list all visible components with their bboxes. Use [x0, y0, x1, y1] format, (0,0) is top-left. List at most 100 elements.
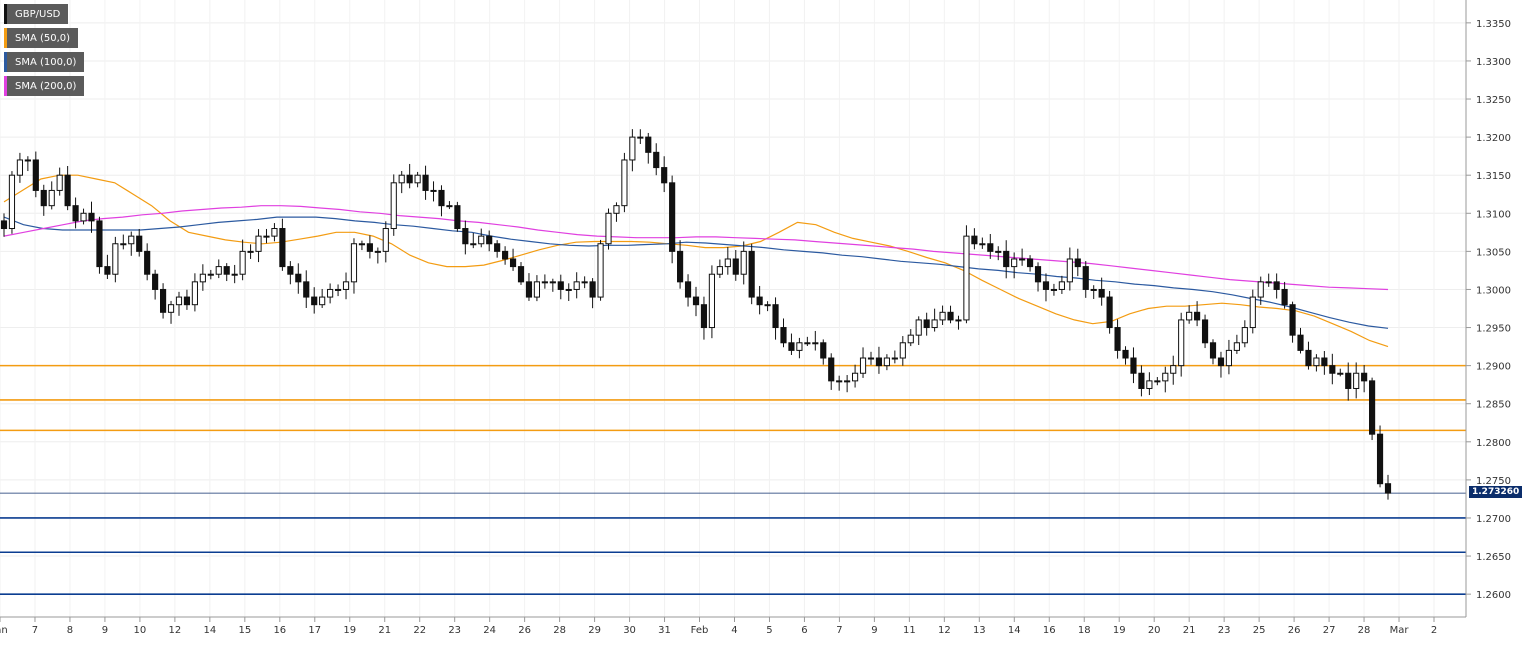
candle-body [502, 250, 509, 260]
candle-body [1130, 357, 1137, 374]
candle-body [311, 296, 318, 306]
y-tick-label: 1.3100 [1476, 209, 1511, 220]
y-tick-label: 1.2900 [1476, 362, 1511, 373]
legend-swatch [4, 76, 7, 96]
legend-item-sma-100[interactable]: SMA (100,0) [4, 52, 85, 72]
candle-body [1162, 372, 1169, 382]
x-tick-label: 15 [238, 625, 251, 636]
plot-background [0, 0, 1466, 617]
candle-body [533, 281, 541, 298]
legend-label: GBP/USD [15, 8, 61, 20]
candle-body [422, 174, 429, 191]
candle-body [867, 357, 875, 360]
x-tick-label: 9 [871, 625, 877, 636]
sma-line [3, 205, 1389, 291]
candle-body [1106, 296, 1113, 329]
candle-body [1074, 258, 1081, 268]
y-tick-label: 1.2800 [1476, 438, 1511, 449]
candle-body [1019, 258, 1026, 261]
candle-body [677, 250, 684, 283]
candle-body [430, 189, 437, 192]
candle-body [390, 182, 397, 230]
candle-body [128, 235, 135, 245]
legend-item-sma-50[interactable]: SMA (50,0) [4, 28, 79, 48]
candle-body [756, 296, 763, 306]
x-tick-label: 14 [203, 625, 216, 636]
y-tick-label: 1.3350 [1476, 19, 1511, 30]
candle-body [899, 342, 906, 359]
x-tick-label: 5 [766, 625, 772, 636]
y-tick-label: 1.2950 [1476, 324, 1511, 335]
candle-body [398, 174, 405, 184]
y-tick-label: 1.2700 [1476, 514, 1511, 525]
candle-body [470, 243, 477, 246]
x-tick-label: 9 [102, 625, 108, 636]
x-tick-label: 13 [973, 625, 986, 636]
candle-body [1329, 365, 1336, 374]
candle-body [1082, 266, 1089, 290]
y-tick-label: 1.2750 [1476, 476, 1511, 487]
candle-body [183, 296, 191, 306]
candle-body [557, 281, 564, 290]
candle-body [1313, 357, 1320, 367]
candle-body [358, 243, 366, 246]
candle-body [1361, 372, 1368, 382]
candle-body [804, 342, 811, 345]
x-tick-label: 31 [658, 625, 671, 636]
support-resistance-levels [0, 364, 1466, 595]
candle-body [915, 319, 922, 336]
candle-body [939, 311, 946, 321]
candle-body [255, 235, 262, 252]
candle-body [820, 342, 827, 359]
x-tick-label: Mar [1390, 625, 1410, 636]
candle-body [1297, 334, 1304, 351]
candle-body [446, 205, 453, 208]
candle-body [454, 205, 461, 230]
candle-body [883, 357, 890, 367]
candle-body [1066, 258, 1073, 283]
candle-body [279, 228, 286, 268]
candle-body [565, 288, 572, 291]
y-tick-label: 1.3200 [1476, 133, 1511, 144]
candle-body [812, 342, 819, 345]
x-tick-label: 26 [518, 625, 531, 636]
candle-body [56, 174, 63, 191]
x-tick-label: 23 [448, 625, 461, 636]
legend-item-sma-200[interactable]: SMA (200,0) [4, 76, 85, 96]
x-tick-label: 14 [1008, 625, 1021, 636]
candle-body [1217, 357, 1225, 367]
candle-body [859, 357, 867, 374]
x-tick-label: 16 [273, 625, 286, 636]
y-tick-label: 1.3150 [1476, 171, 1511, 182]
candle-body [342, 281, 350, 290]
candle-body [96, 220, 103, 268]
candle-body [303, 281, 310, 298]
candle-body [199, 273, 206, 283]
x-tick-label: 22 [413, 625, 426, 636]
candle-body [669, 182, 676, 252]
candle-body [796, 342, 803, 351]
candle-body [207, 273, 214, 276]
candle-body [366, 243, 373, 252]
candle-body [1369, 380, 1376, 435]
y-tick-label: 1.2650 [1476, 552, 1511, 563]
candle-body [494, 243, 501, 252]
x-tick-label: Feb [691, 625, 709, 636]
candle-body [1122, 349, 1129, 359]
candle-body [1376, 433, 1384, 485]
candle-body [1241, 327, 1248, 344]
candle-body [1042, 281, 1050, 290]
candle-body [541, 281, 548, 284]
candle-body [851, 372, 859, 382]
candle-body [844, 380, 851, 383]
candle-body [684, 281, 692, 298]
candle-body [295, 273, 302, 283]
candle-body [175, 296, 183, 306]
candles [0, 129, 1392, 500]
x-tick-label: 30 [623, 625, 636, 636]
candle-body [836, 380, 843, 383]
candle-body [716, 266, 723, 275]
candle-body [1289, 304, 1296, 336]
candle-body [327, 288, 334, 298]
legend-item-gbpusd[interactable]: GBP/USD [4, 4, 69, 24]
